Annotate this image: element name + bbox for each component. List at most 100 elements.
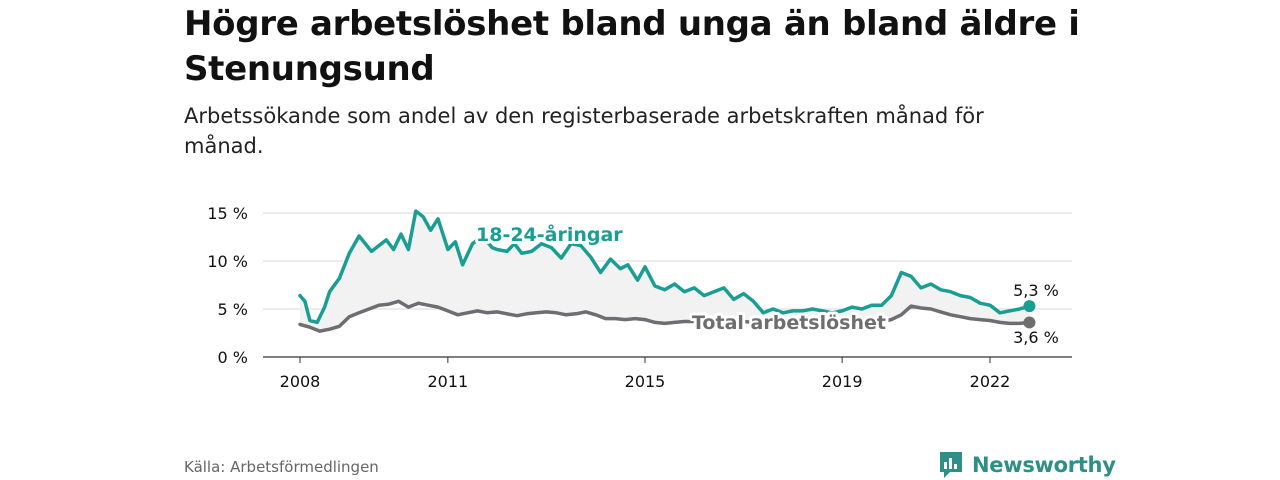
youth-point	[733, 298, 735, 300]
youth-point	[328, 291, 331, 293]
total-point	[841, 322, 843, 324]
youth-point	[393, 248, 395, 251]
youth-point	[693, 287, 695, 289]
total-point	[614, 318, 617, 320]
total-point	[447, 310, 449, 312]
y-tick-label-10: 10 %	[207, 252, 248, 271]
youth-point	[811, 308, 814, 310]
total-point	[930, 308, 932, 310]
total-point	[299, 323, 301, 325]
total-point	[752, 321, 755, 324]
total-point	[673, 321, 676, 324]
youth-point	[683, 291, 686, 293]
youth-point	[821, 310, 824, 312]
total-point	[683, 320, 686, 323]
youth-point	[861, 308, 863, 310]
youth-point	[742, 293, 745, 295]
youth-point	[762, 312, 764, 314]
series-layer	[298, 209, 1032, 333]
total-point	[979, 318, 981, 321]
youth-point	[324, 306, 326, 308]
total-point	[388, 303, 390, 305]
total-point	[890, 318, 893, 321]
youth-point	[752, 300, 755, 302]
total-point	[880, 320, 883, 323]
youth-end-dot	[1023, 300, 1036, 313]
total-point	[427, 304, 429, 306]
youth-point	[782, 312, 784, 314]
youth-point	[570, 243, 572, 245]
total-point	[989, 319, 991, 322]
total-point	[595, 314, 597, 316]
total-point	[693, 320, 695, 323]
total-point	[782, 323, 784, 325]
youth-point	[673, 283, 676, 285]
youth-point	[437, 218, 439, 220]
total-point	[999, 321, 1001, 324]
total-point	[565, 314, 567, 316]
youth-point	[422, 216, 424, 218]
total-point	[742, 320, 745, 323]
youth-point	[309, 319, 311, 322]
youth-point	[1018, 308, 1021, 310]
youth-point	[385, 239, 387, 241]
series-label-total: Total arbetslöshet	[692, 312, 886, 334]
youth-point	[531, 250, 533, 252]
total-point	[457, 314, 459, 316]
youth-point	[430, 229, 432, 231]
youth-point	[703, 294, 705, 297]
total-point	[1009, 322, 1011, 324]
youth-point	[890, 294, 893, 297]
youth-point	[637, 279, 639, 281]
youth-point	[802, 310, 804, 312]
youth-point	[841, 310, 843, 312]
axis-layer: 0 % 5 % 10 % 15 % 2008 2011 2015 2019 2022	[207, 204, 1072, 391]
y-tick-label-0: 0 %	[218, 348, 248, 367]
youth-point	[831, 312, 833, 314]
youth-point	[644, 266, 646, 268]
total-point	[368, 308, 370, 310]
total-point	[585, 311, 587, 313]
total-point	[733, 319, 735, 322]
difference-band	[300, 211, 1030, 332]
youth-point	[871, 304, 873, 306]
chart-title: Högre arbetslöshet bland unga än bland ä…	[184, 4, 1080, 89]
band-layer	[300, 211, 1030, 332]
source-note: Källa: Arbetsförmedlingen	[184, 458, 379, 476]
total-point	[348, 316, 350, 318]
youth-point	[979, 302, 981, 304]
total-point	[861, 321, 863, 324]
youth-point	[851, 306, 853, 308]
total-point	[555, 312, 557, 314]
total-point	[535, 312, 538, 314]
youth-point	[619, 268, 621, 270]
total-point	[831, 323, 833, 325]
youth-point	[664, 289, 666, 291]
youth-point	[999, 312, 1001, 314]
youth-point	[513, 243, 515, 245]
total-point	[545, 311, 548, 313]
total-end-label: 3,6 %	[1013, 328, 1059, 347]
youth-point	[481, 235, 483, 237]
youth-point	[792, 310, 794, 312]
youth-point	[521, 252, 523, 254]
youth-point	[560, 257, 562, 259]
youth-point	[880, 304, 883, 306]
total-point	[309, 326, 311, 328]
series-label-18-24-halo: 18-24-åringar	[476, 222, 623, 246]
brand-logo[interactable]: Newsworthy	[938, 450, 1116, 480]
youth-point	[316, 321, 318, 324]
youth-point	[723, 287, 725, 289]
total-point	[496, 311, 498, 313]
youth-point	[609, 258, 612, 260]
total-point	[437, 306, 439, 308]
x-tick-label-2019: 2019	[822, 372, 863, 391]
youth-point	[304, 300, 306, 302]
total-point	[723, 320, 725, 323]
youth-point	[772, 308, 774, 310]
total-point	[959, 316, 962, 318]
total-point	[821, 322, 824, 324]
total-point	[378, 304, 380, 306]
total-point	[634, 318, 636, 320]
total-point	[871, 321, 873, 324]
